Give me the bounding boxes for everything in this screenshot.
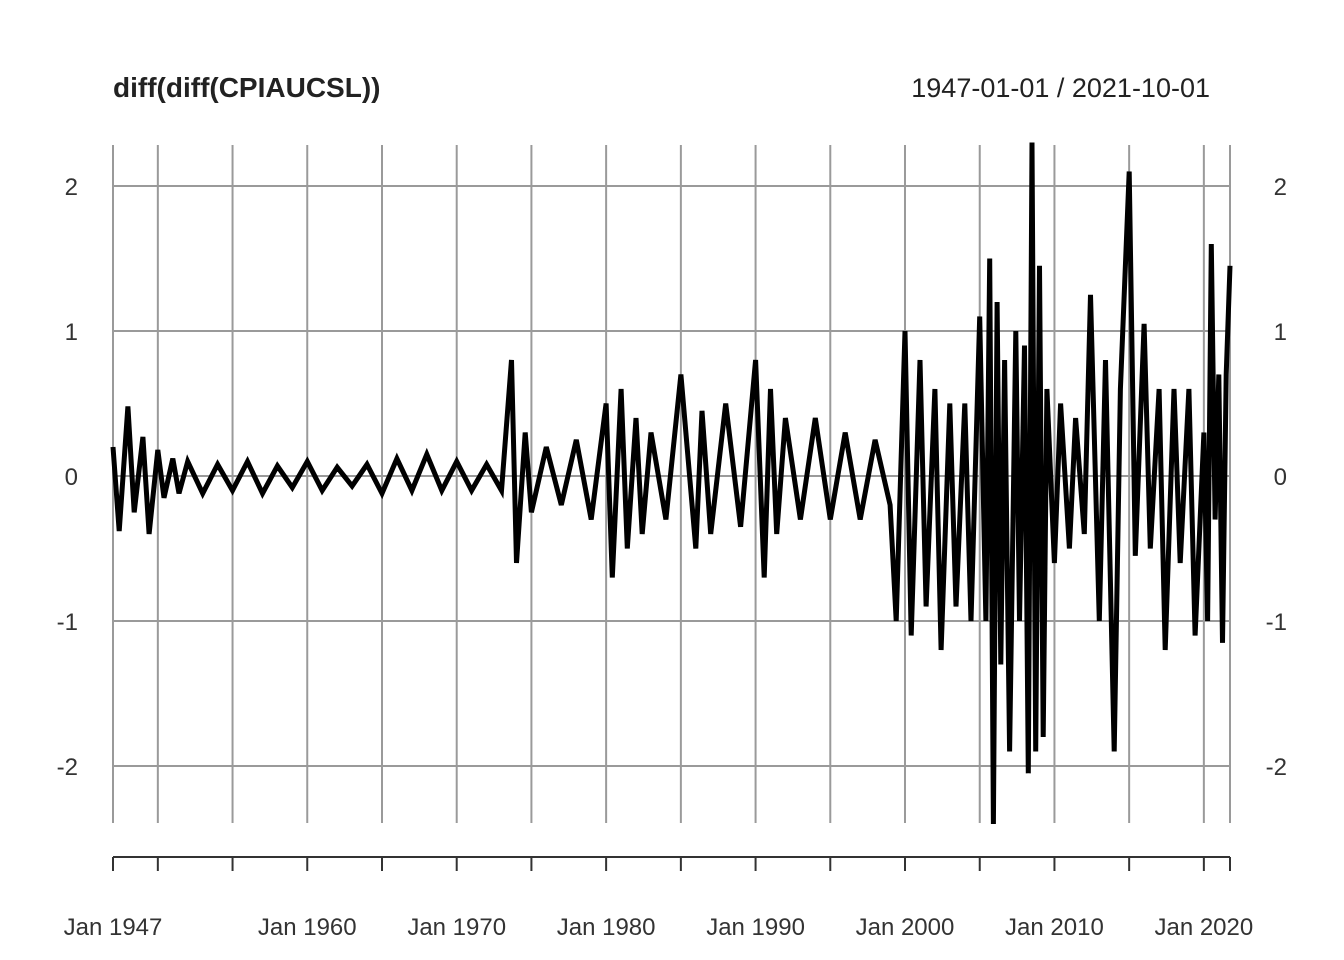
y-tick-label-left: 1 (65, 319, 78, 346)
series-line (110, 142, 1233, 825)
x-tick-label: Jan 1960 (258, 914, 357, 941)
x-tick-label: Jan 1980 (557, 914, 656, 941)
x-tick-label: Jan 2000 (856, 914, 955, 941)
y-tick-label-right: 2 (1274, 174, 1287, 201)
x-tick-label: Jan 1970 (407, 914, 506, 941)
axis-layer (112, 856, 1231, 871)
series-layer (110, 142, 1233, 825)
x-tick-label: Jan 1947 (64, 914, 163, 941)
y-tick-label-left: -1 (57, 609, 78, 636)
date-range-label: 1947-01-01 / 2021-10-01 (911, 73, 1210, 103)
x-tick-label: Jan 2020 (1154, 914, 1253, 941)
label-layer: -2 -2 -1 -1 0 0 1 1 2 2 Jan 1947 Jan 1960 Jan 1970 Ja… (57, 174, 1287, 941)
x-tick-label: Jan 1990 (706, 914, 805, 941)
y-tick-label-left: 2 (65, 174, 78, 201)
y-tick-label-right: -1 (1266, 609, 1287, 636)
y-tick-label-right: 0 (1274, 464, 1287, 491)
y-tick-label-right: -2 (1266, 754, 1287, 781)
y-tick-label-right: 1 (1274, 319, 1287, 346)
y-tick-label-left: -2 (57, 754, 78, 781)
chart-title: diff(diff(CPIAUCSL)) (113, 72, 380, 103)
y-tick-label-left: 0 (65, 464, 78, 491)
x-tick-label: Jan 2010 (1005, 914, 1104, 941)
